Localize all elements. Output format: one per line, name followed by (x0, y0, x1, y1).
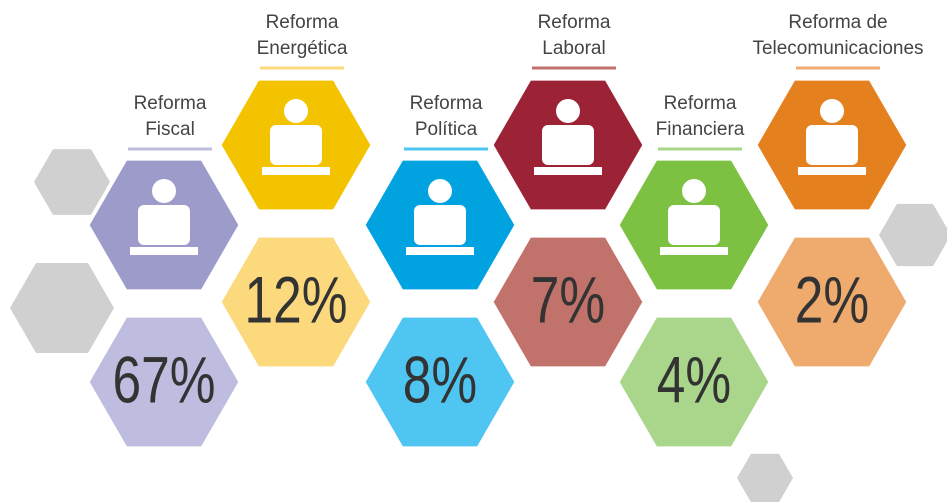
icon-shape (414, 205, 466, 245)
percent: 7% (531, 262, 605, 337)
value-hex (490, 234, 646, 370)
percent: 4% (657, 342, 731, 417)
icon (406, 179, 474, 255)
decor (10, 149, 947, 502)
reform-label: Energética (257, 38, 348, 59)
icon-shape (284, 99, 308, 123)
icon-shape (556, 99, 580, 123)
reform-label: Reforma (134, 93, 207, 114)
percent: 12% (244, 262, 347, 337)
gray-hex (10, 262, 114, 354)
value-hex (362, 314, 518, 450)
reform-label: Reforma (664, 93, 737, 114)
reform-label: Telecomunicaciones (752, 38, 923, 59)
icon-shape (138, 205, 190, 245)
icon-shape (428, 179, 452, 203)
reform-label: Reforma (410, 93, 483, 114)
icon-shape (534, 167, 602, 175)
value-hex (218, 234, 374, 370)
icon-shape (660, 247, 728, 255)
icon-shape (270, 125, 322, 165)
gray-hex (34, 149, 110, 215)
icon-shape (542, 125, 594, 165)
icon (660, 179, 728, 255)
icon-shape (668, 205, 720, 245)
percent: 8% (403, 342, 477, 417)
icon (130, 179, 198, 255)
icon-shape (798, 167, 866, 175)
reform-label: Política (415, 119, 478, 140)
reform-label: Financiera (656, 119, 745, 140)
icon-shape (806, 125, 858, 165)
reform-label: Reforma (266, 12, 339, 33)
icon-shape (262, 167, 330, 175)
reform-label: Reforma de (788, 12, 887, 33)
icon-shape (152, 179, 176, 203)
icon-shape (130, 247, 198, 255)
value-hex (616, 314, 772, 450)
icon-shape (406, 247, 474, 255)
gray-hex (879, 203, 947, 267)
reform-label: Reforma (538, 12, 611, 33)
hexes: Reforma Fiscal 67% Reforma Energética 12% Refo… (86, 12, 924, 450)
icon (262, 99, 330, 175)
percent: 2% (795, 262, 869, 337)
value-hex (754, 234, 910, 370)
icon (798, 99, 866, 175)
gray-hex (737, 453, 793, 502)
percent: 67% (112, 342, 215, 417)
reform-label: Fiscal (145, 119, 195, 140)
reform-label: Laboral (542, 38, 605, 59)
value-hex (86, 314, 242, 450)
icon-shape (820, 99, 844, 123)
icon (534, 99, 602, 175)
icon-shape (682, 179, 706, 203)
